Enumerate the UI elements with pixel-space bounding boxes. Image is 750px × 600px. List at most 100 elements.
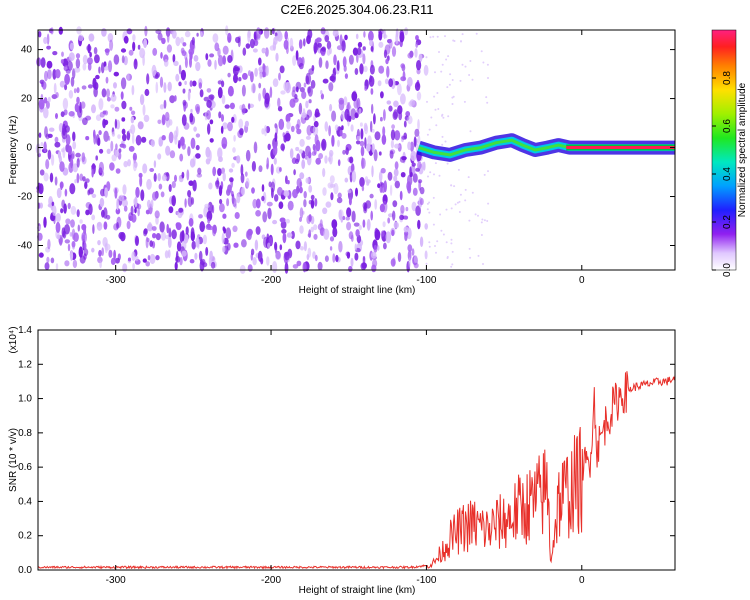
noise-blotch: [341, 132, 347, 139]
noise-blotch: [417, 179, 423, 184]
noise-blotch: [289, 148, 294, 159]
noise-blotch: [315, 157, 322, 165]
noise-blotch: [121, 117, 126, 122]
noise-blotch: [206, 110, 211, 120]
noise-blotch: [122, 263, 128, 273]
noise-blotch: [161, 135, 166, 141]
noise-blotch: [317, 42, 322, 48]
noise-blotch: [321, 46, 327, 52]
noise-blotch: [67, 60, 73, 71]
noise-blotch: [70, 157, 74, 169]
noise-blotch: [332, 227, 338, 238]
noise-blotch: [97, 240, 101, 246]
noise-blotch: [38, 98, 45, 110]
noise-blotch: [254, 67, 258, 77]
noise-blotch: [44, 70, 48, 82]
noise-blotch: [380, 167, 386, 174]
noise-blotch: [298, 62, 304, 70]
noise-blotch: [424, 223, 429, 230]
noise-speck: [451, 103, 454, 105]
y-tick-label: 1.2: [18, 359, 32, 370]
snr-x-label: Height of straight line (km): [299, 585, 416, 596]
noise-speck: [480, 50, 483, 53]
noise-blotch: [328, 125, 331, 137]
colorbar-tick-label: 0.2: [722, 215, 733, 229]
noise-speck: [444, 140, 447, 143]
noise-blotch: [327, 182, 334, 189]
noise-blotch: [308, 151, 312, 159]
noise-blotch: [68, 145, 72, 156]
noise-blotch: [417, 134, 421, 145]
noise-blotch: [381, 134, 387, 145]
noise-blotch: [165, 145, 171, 156]
noise-blotch: [318, 57, 323, 68]
noise-blotch: [87, 189, 91, 196]
noise-blotch: [302, 262, 307, 273]
noise-speck: [457, 168, 460, 171]
noise-blotch: [233, 242, 239, 248]
noise-blotch: [267, 242, 271, 249]
noise-blotch: [95, 114, 102, 121]
noise-blotch: [272, 144, 278, 156]
noise-blotch: [350, 257, 354, 267]
noise-blotch: [305, 100, 309, 109]
noise-blotch: [242, 47, 247, 56]
noise-blotch: [280, 220, 287, 229]
noise-blotch: [351, 210, 356, 223]
noise-blotch: [146, 73, 150, 85]
noise-blotch: [157, 173, 161, 182]
noise-blotch: [184, 198, 187, 208]
noise-blotch: [68, 90, 74, 99]
noise-blotch: [227, 32, 232, 44]
noise-blotch: [270, 163, 274, 176]
noise-blotch: [371, 143, 375, 154]
noise-blotch: [50, 27, 54, 35]
noise-blotch: [398, 111, 403, 121]
noise-blotch: [67, 202, 71, 210]
noise-blotch: [87, 43, 91, 54]
noise-blotch: [62, 230, 67, 239]
noise-speck: [469, 60, 472, 62]
noise-blotch: [189, 158, 196, 168]
noise-blotch: [217, 55, 224, 67]
noise-blotch: [321, 138, 327, 151]
noise-blotch: [135, 135, 142, 146]
noise-blotch: [163, 99, 167, 109]
noise-blotch: [360, 146, 365, 157]
noise-blotch: [196, 106, 200, 115]
noise-blotch: [344, 177, 349, 183]
noise-blotch: [58, 26, 63, 35]
noise-blotch: [44, 262, 50, 270]
noise-blotch: [359, 177, 365, 187]
noise-blotch: [247, 31, 251, 43]
noise-blotch: [399, 190, 403, 201]
noise-blotch: [83, 242, 87, 251]
noise-blotch: [82, 54, 88, 65]
noise-blotch: [303, 241, 307, 252]
noise-blotch: [49, 215, 55, 221]
noise-blotch: [126, 130, 131, 141]
noise-blotch: [370, 210, 374, 221]
noise-blotch: [56, 187, 62, 199]
noise-blotch: [128, 129, 133, 134]
noise-blotch: [104, 110, 109, 116]
noise-blotch: [98, 249, 102, 257]
noise-blotch: [38, 31, 42, 38]
noise-blotch: [43, 141, 47, 153]
noise-blotch: [261, 195, 265, 202]
noise-blotch: [218, 111, 222, 119]
noise-speck: [441, 143, 444, 146]
noise-speck: [438, 174, 441, 177]
noise-blotch: [153, 172, 157, 182]
noise-blotch: [250, 83, 257, 94]
noise-blotch: [157, 119, 162, 125]
noise-blotch: [252, 257, 257, 266]
noise-blotch: [89, 52, 92, 58]
noise-blotch: [266, 65, 269, 76]
noise-blotch: [407, 250, 412, 261]
noise-blotch: [393, 221, 399, 229]
noise-blotch: [209, 53, 215, 58]
noise-blotch: [247, 103, 251, 110]
noise-blotch: [39, 169, 45, 176]
